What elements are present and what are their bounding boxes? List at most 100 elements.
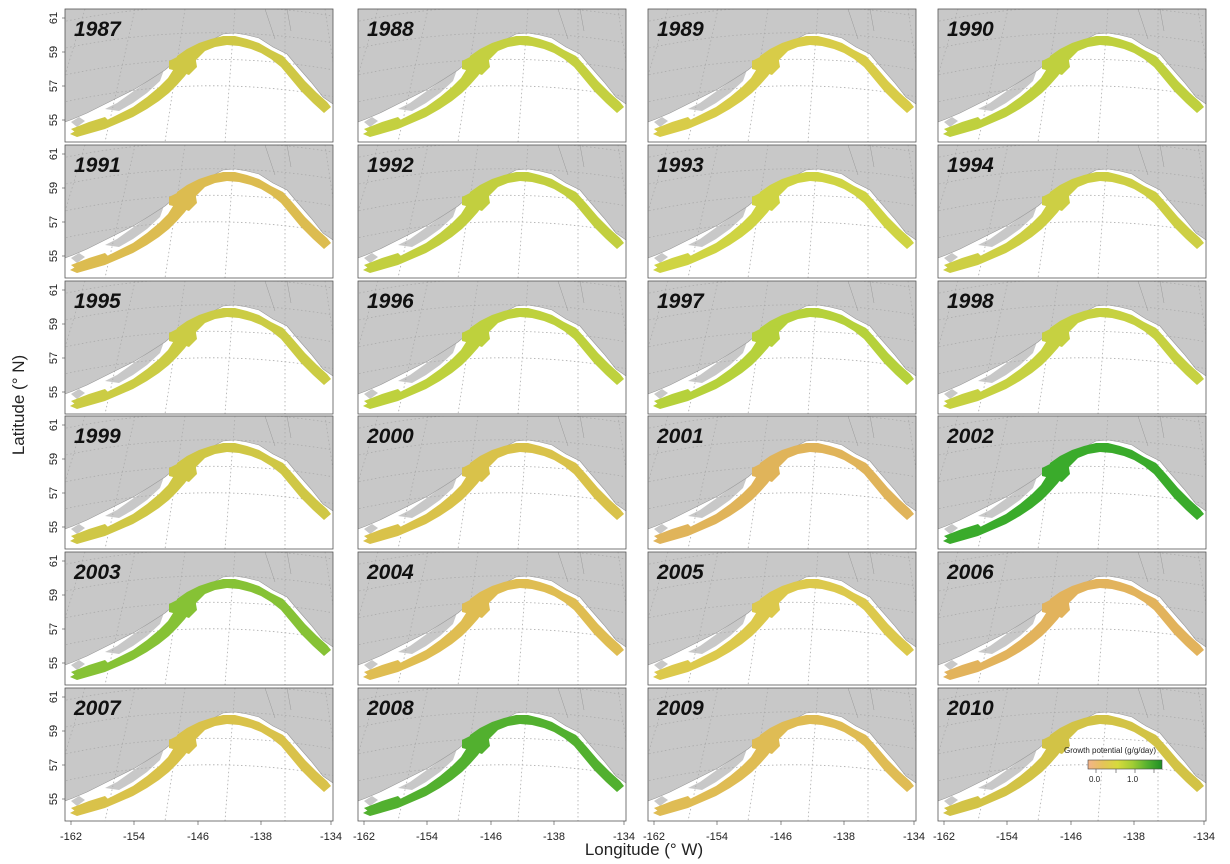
- growth-area-2005: [653, 579, 914, 680]
- growth-area-kodiak-2005: [752, 596, 780, 618]
- growth-area-kodiak-2001: [752, 460, 780, 482]
- growth-area-2000: [363, 443, 624, 544]
- map-panel-1987: 1987: [64, 8, 334, 143]
- map-panel-1998: 1998: [937, 280, 1207, 415]
- growth-area-west-2009: [654, 796, 694, 814]
- year-label-2009: 2009: [656, 697, 704, 720]
- growth-area-2008: [363, 715, 624, 816]
- growth-area-kodiak-1998: [1042, 325, 1070, 347]
- growth-area-west-2003: [71, 660, 111, 678]
- year-label-2005: 2005: [656, 561, 704, 584]
- growth-area-1994: [943, 172, 1204, 273]
- growth-area-west-2001: [654, 524, 694, 542]
- growth-area-west-1998: [944, 389, 984, 407]
- year-label-1993: 1993: [657, 154, 704, 177]
- growth-area-2004: [363, 579, 624, 680]
- growth-area-kodiak-2002: [1042, 460, 1070, 482]
- map-panel-1996: 1996: [357, 280, 627, 415]
- map-panel-1997: 1997: [647, 280, 917, 415]
- lat-tick-label: 59: [48, 725, 60, 737]
- lat-tick-label: 55: [48, 114, 60, 126]
- map-panel-2000: 2000: [357, 415, 627, 550]
- growth-area-kodiak-1996: [462, 325, 490, 347]
- growth-area-kodiak-1993: [752, 189, 780, 211]
- year-label-2003: 2003: [73, 561, 121, 584]
- growth-area-2009: [653, 715, 914, 816]
- latitude-axis-title: Latitude (° N): [9, 355, 28, 455]
- year-label-1990: 1990: [947, 18, 994, 41]
- year-label-2000: 2000: [366, 425, 414, 448]
- growth-area-west-1993: [654, 253, 694, 271]
- map-panel-2010: 2010: [937, 687, 1207, 822]
- lat-tick-label: 57: [48, 80, 60, 92]
- map-panel-1988: 1988: [357, 8, 627, 143]
- lat-tick-label: 57: [48, 623, 60, 635]
- growth-area-kodiak-2006: [1042, 596, 1070, 618]
- map-panel-2005: 2005: [647, 551, 917, 686]
- growth-area-kodiak-1992: [462, 189, 490, 211]
- year-label-2001: 2001: [656, 425, 704, 448]
- lon-tick-label: -162: [643, 831, 665, 843]
- year-label-1998: 1998: [947, 290, 994, 313]
- growth-area-west-2004: [364, 660, 404, 678]
- lat-tick-label: 57: [48, 487, 60, 499]
- growth-area-west-1989: [654, 117, 694, 135]
- lon-tick-label: -162: [353, 831, 375, 843]
- year-label-1995: 1995: [74, 290, 121, 313]
- lon-tick-label: -154: [996, 831, 1018, 843]
- year-label-2007: 2007: [73, 697, 122, 720]
- year-label-2010: 2010: [946, 697, 994, 720]
- year-label-2006: 2006: [946, 561, 994, 584]
- growth-area-kodiak-1994: [1042, 189, 1070, 211]
- map-panel-1993: 1993: [647, 144, 917, 279]
- map-panel-1991: 1991: [64, 144, 334, 279]
- year-label-1988: 1988: [367, 18, 414, 41]
- growth-area-kodiak-2004: [462, 596, 490, 618]
- lon-tick-label: -146: [187, 831, 209, 843]
- growth-area-2002: [943, 443, 1204, 544]
- year-label-1996: 1996: [367, 290, 414, 313]
- lon-tick-label: -146: [480, 831, 502, 843]
- growth-area-kodiak-1995: [169, 325, 197, 347]
- lon-tick-label: -162: [933, 831, 955, 843]
- lat-tick-label: 61: [48, 419, 60, 431]
- lon-tick-label: -154: [416, 831, 438, 843]
- year-label-2002: 2002: [946, 425, 994, 448]
- year-label-2008: 2008: [366, 697, 414, 720]
- growth-area-1992: [363, 172, 624, 273]
- growth-area-kodiak-2008: [462, 732, 490, 754]
- lat-tick-label: 55: [48, 657, 60, 669]
- lat-tick-label: 61: [48, 691, 60, 703]
- year-label-1992: 1992: [367, 154, 414, 177]
- lat-tick-label: 61: [48, 148, 60, 160]
- map-panel-1994: 1994: [937, 144, 1207, 279]
- growth-area-west-1991: [71, 253, 111, 271]
- growth-area-west-1995: [71, 389, 111, 407]
- growth-area-1990: [943, 36, 1204, 137]
- map-panel-1992: 1992: [357, 144, 627, 279]
- legend-tick-label-0: 0.0: [1089, 775, 1101, 784]
- lon-tick-label: -138: [250, 831, 272, 843]
- year-label-1987: 1987: [74, 18, 122, 41]
- growth-area-2001: [653, 443, 914, 544]
- lat-tick-label: 59: [48, 182, 60, 194]
- growth-area-west-1992: [364, 253, 404, 271]
- lat-tick-label: 61: [48, 12, 60, 24]
- growth-area-1997: [653, 308, 914, 409]
- growth-area-west-2010: [944, 796, 984, 814]
- growth-area-kodiak-1991: [169, 189, 197, 211]
- growth-area-west-2000: [364, 524, 404, 542]
- map-panel-2002: 2002: [937, 415, 1207, 550]
- growth-area-kodiak-2003: [169, 596, 197, 618]
- lat-tick-label: 59: [48, 453, 60, 465]
- growth-area-1989: [653, 36, 914, 137]
- growth-area-2006: [943, 579, 1204, 680]
- lat-tick-label: 59: [48, 46, 60, 58]
- panels: 1987 1988 1989 1990 1991 1992 1993 1994 1995 1996…: [64, 8, 1207, 822]
- growth-area-1998: [943, 308, 1204, 409]
- growth-area-1987: [70, 36, 331, 137]
- map-panel-1999: 1999: [64, 415, 334, 550]
- lon-tick-label: -154: [706, 831, 728, 843]
- growth-area-2010: [943, 715, 1204, 816]
- growth-area-kodiak-2007: [169, 732, 197, 754]
